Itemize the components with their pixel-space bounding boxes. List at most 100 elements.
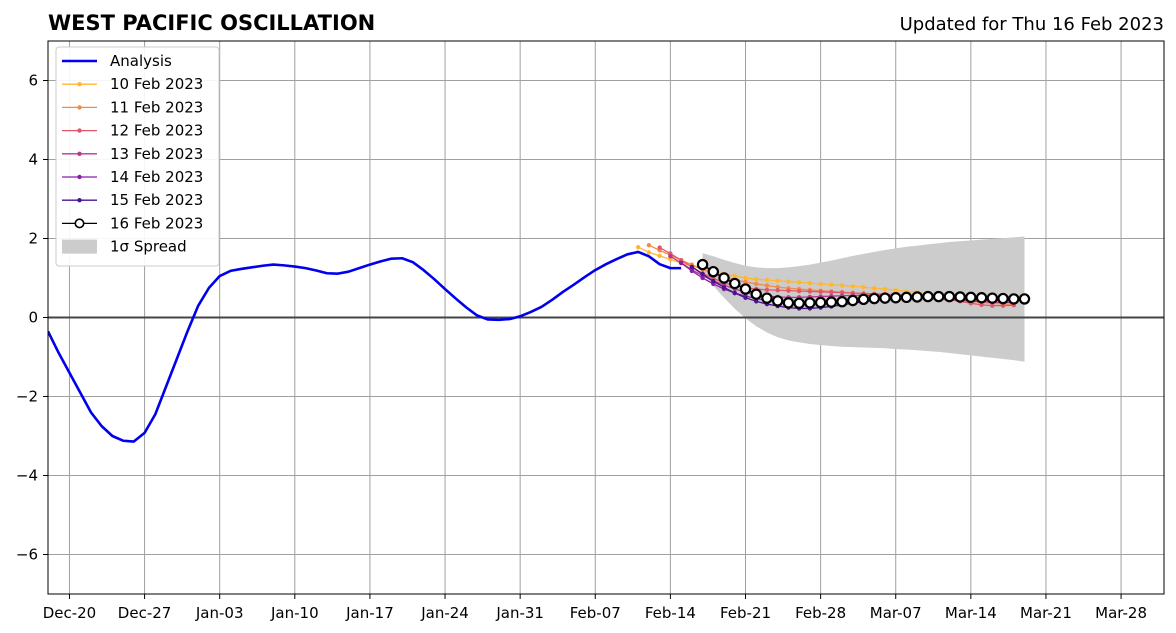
- legend: Analysis 10 Feb 2023 11 Feb 2023 12 Feb 202…: [55, 46, 220, 267]
- legend-marker: [77, 81, 82, 87]
- forecast-point: [965, 291, 977, 304]
- x-tick-label: Feb-14: [645, 604, 696, 622]
- forecast-point: [814, 296, 827, 309]
- forecast-point: [764, 283, 770, 288]
- forecast-point: [954, 291, 966, 303]
- forecast-point: [657, 253, 662, 259]
- forecast-point: [861, 284, 866, 290]
- forecast-point: [775, 288, 780, 293]
- forecast-point: [872, 286, 877, 291]
- forecast-point: [696, 258, 709, 271]
- x-tick-label: Jan-03: [195, 604, 244, 622]
- y-tick-label: −2: [16, 388, 38, 406]
- forecast-point: [739, 283, 752, 295]
- forecast-point: [986, 292, 999, 304]
- forecast-point: [743, 295, 748, 300]
- forecast-point: [707, 265, 720, 278]
- forecast-point: [829, 290, 834, 295]
- y-tick-label: −4: [16, 467, 38, 485]
- forecast-point: [657, 245, 662, 250]
- chart-title: WEST PACIFIC OSCILLATION: [48, 11, 375, 35]
- legend-label: 16 Feb 2023: [110, 214, 203, 232]
- forecast-point: [857, 293, 870, 306]
- forecast-point: [825, 296, 838, 308]
- legend-marker: [77, 105, 82, 110]
- forecast-point: [718, 272, 730, 284]
- legend-entry: 14 Feb 2023: [62, 168, 203, 186]
- forecast-point: [775, 278, 780, 283]
- forecast-point: [796, 288, 802, 294]
- forecast-point: [890, 292, 902, 304]
- analysis-line: [48, 250, 682, 443]
- x-tick-label: Dec-27: [118, 604, 172, 622]
- forecast-point: [689, 264, 695, 270]
- forecast-point: [646, 243, 652, 248]
- legend-entry: 13 Feb 2023: [62, 145, 203, 163]
- legend-box: [55, 46, 220, 267]
- legend-label: 15 Feb 2023: [110, 191, 203, 209]
- legend-label: 1σ Spread: [110, 238, 187, 256]
- y-tick-label: 0: [28, 309, 38, 327]
- forecast-point: [786, 288, 791, 293]
- forecast-point: [997, 292, 1009, 305]
- forecast-point: [721, 285, 727, 290]
- forecast-point: [850, 284, 856, 289]
- forecast-point: [1008, 293, 1020, 305]
- forecast-point: [646, 250, 652, 255]
- forecast-point: [847, 294, 859, 307]
- analysis-layer: [48, 250, 682, 443]
- forecast-point: [868, 292, 880, 305]
- x-tick-label: Jan-31: [495, 604, 544, 622]
- forecast-point: [635, 244, 641, 250]
- axis-ticks: Dec-20 Dec-27 Jan-03 Jan-10 Jan-17 Jan-24 Jan-…: [16, 72, 1147, 623]
- legend-marker: [74, 218, 85, 229]
- forecast-point: [893, 288, 898, 293]
- forecast-point: [761, 292, 773, 304]
- forecast-point: [771, 295, 784, 307]
- forecast-point: [732, 290, 737, 296]
- forecast-point: [829, 282, 834, 287]
- x-tick-label: Mar-07: [870, 604, 922, 622]
- forecast-point: [932, 290, 945, 303]
- forecast-point: [990, 303, 995, 308]
- forecast-point: [807, 280, 813, 286]
- forecast-series: [696, 258, 1031, 309]
- forecast-point: [879, 292, 891, 304]
- legend-label: 14 Feb 2023: [110, 168, 203, 186]
- forecast-point: [700, 275, 705, 281]
- forecast-point: [732, 273, 737, 279]
- legend-entry: Analysis: [62, 52, 172, 70]
- legend-entry: 16 Feb 2023: [62, 214, 203, 232]
- legend-label: 12 Feb 2023: [110, 122, 203, 140]
- forecast-point: [678, 260, 684, 266]
- forecast-point: [754, 281, 759, 287]
- forecast-series-layer: [635, 243, 1031, 311]
- forecast-point: [818, 281, 823, 287]
- plot-frame: [47, 40, 1165, 595]
- forecast-point: [943, 290, 956, 303]
- x-tick-label: Feb-21: [720, 604, 771, 622]
- legend-entry: 12 Feb 2023: [62, 122, 203, 140]
- x-tick-label: Mar-14: [945, 604, 997, 622]
- x-tick-label: Jan-24: [420, 604, 469, 622]
- forecast-point: [793, 297, 805, 309]
- legend-entry: 11 Feb 2023: [62, 98, 203, 116]
- x-tick-label: Dec-20: [43, 604, 97, 622]
- legend-marker: [77, 197, 82, 203]
- y-tick-label: 6: [28, 72, 38, 90]
- forecast-point: [668, 254, 673, 259]
- x-tick-label: Mar-28: [1095, 604, 1147, 622]
- y-tick-label: 2: [28, 230, 38, 248]
- forecast-point: [754, 276, 759, 282]
- forecast-point: [729, 277, 741, 290]
- forecast-point: [711, 278, 716, 284]
- forecast-point: [750, 288, 762, 300]
- forecast-point: [764, 277, 770, 283]
- x-tick-label: Feb-28: [795, 604, 846, 622]
- legend-label: 11 Feb 2023: [110, 98, 203, 116]
- legend-marker: [77, 151, 82, 156]
- y-tick-label: 4: [28, 151, 38, 169]
- chart-subtitle: Updated for Thu 16 Feb 2023: [900, 14, 1164, 35]
- forecast-point: [882, 286, 888, 292]
